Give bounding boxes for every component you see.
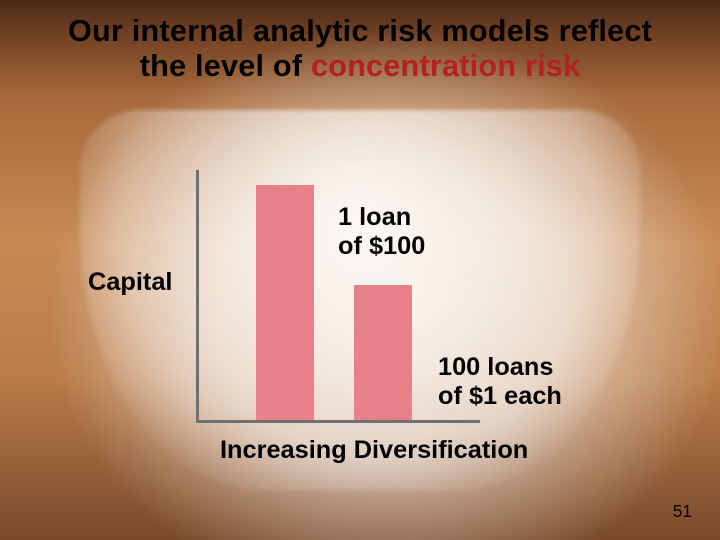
title-accent: concentration risk <box>311 49 580 83</box>
annotation-100-loans-line1: 100 loans <box>438 353 553 381</box>
annotation-1-loan-line1: 1 loan <box>338 203 411 231</box>
slide-title: Our internal analytic risk models reflec… <box>0 14 720 85</box>
y-axis <box>196 170 199 423</box>
title-line2-prefix: the level of <box>140 49 311 83</box>
x-axis <box>196 420 480 423</box>
x-axis-label: Increasing Diversification <box>220 436 528 465</box>
bar-1-loan <box>256 185 314 420</box>
y-axis-label: Capital <box>88 268 172 297</box>
annotation-1-loan: 1 loan of $100 <box>338 203 425 261</box>
annotation-100-loans-line2: of $1 each <box>438 382 562 410</box>
title-line-1: Our internal analytic risk models reflec… <box>26 14 694 49</box>
page-number: 51 <box>673 501 692 522</box>
annotation-100-loans: 100 loans of $1 each <box>438 353 562 411</box>
bar-100-loans <box>354 285 412 420</box>
title-line-2: the level of concentration risk <box>26 49 694 84</box>
annotation-1-loan-line2: of $100 <box>338 232 425 260</box>
